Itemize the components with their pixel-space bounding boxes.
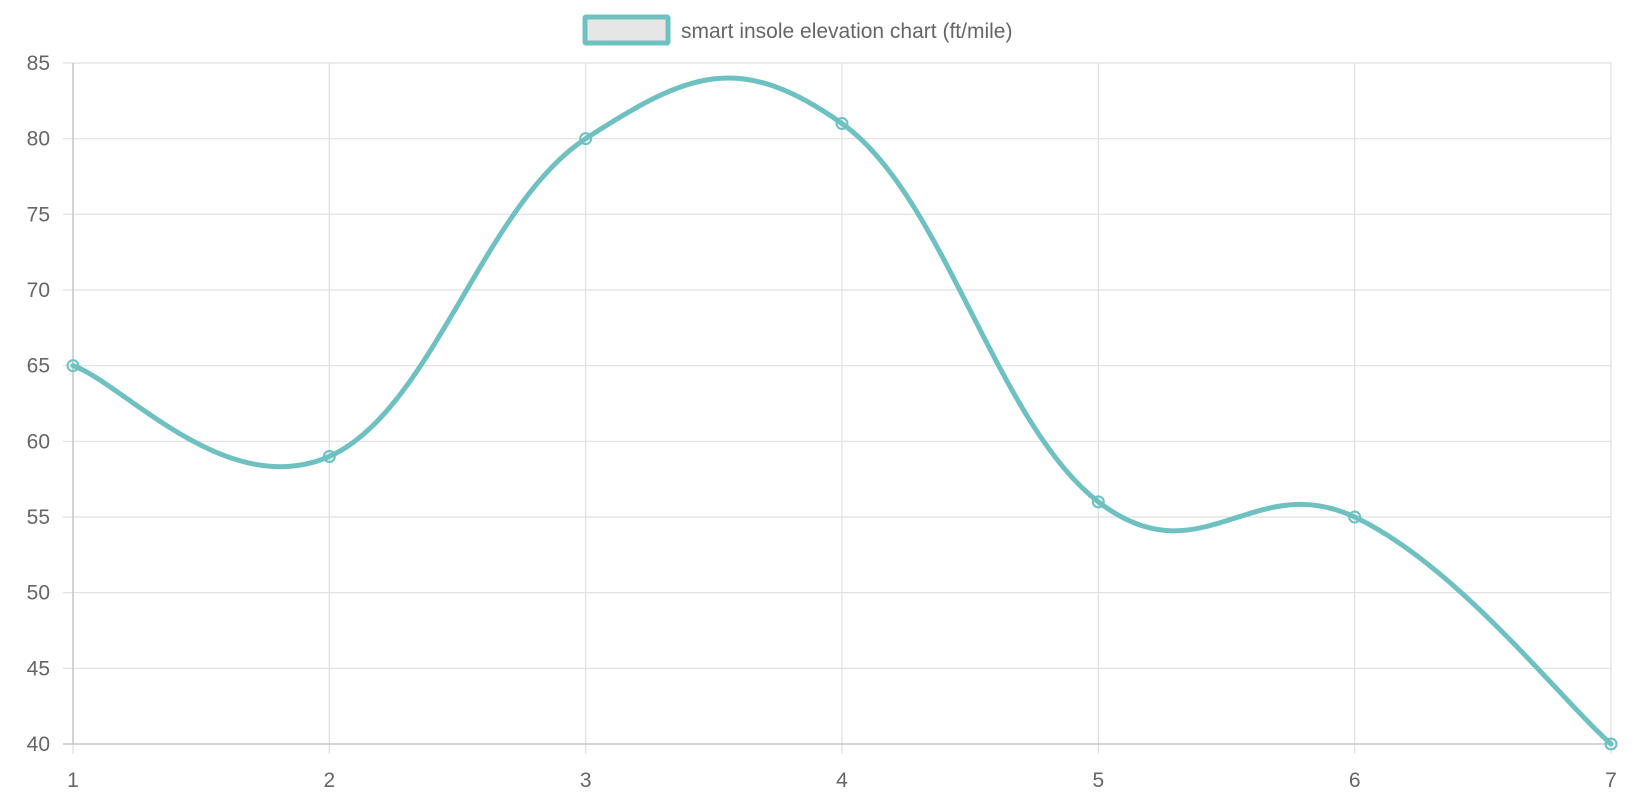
data-point[interactable] xyxy=(1091,495,1105,509)
y-tick-label: 65 xyxy=(27,355,50,378)
y-tick-label: 60 xyxy=(27,430,50,453)
x-tick-label: 2 xyxy=(323,769,335,792)
series-layer xyxy=(66,75,1618,751)
x-tick-label: 6 xyxy=(1349,769,1361,792)
series-line xyxy=(70,75,1614,747)
y-tick-label: 85 xyxy=(27,52,50,75)
x-tick-label: 7 xyxy=(1605,769,1617,792)
x-tick-label: 1 xyxy=(67,769,79,792)
data-point[interactable] xyxy=(66,359,80,373)
y-tick-label: 40 xyxy=(27,733,50,756)
x-tick-label: 3 xyxy=(580,769,592,792)
y-tick-label: 75 xyxy=(27,203,50,226)
y-tick-label: 50 xyxy=(27,582,50,605)
y-tick-label: 80 xyxy=(27,128,50,151)
y-tick-label: 55 xyxy=(27,506,50,529)
data-point[interactable] xyxy=(1604,737,1618,751)
x-tick-label: 5 xyxy=(1092,769,1104,792)
y-tick-label: 45 xyxy=(27,657,50,680)
x-tick-label: 4 xyxy=(836,769,848,792)
axes xyxy=(63,63,1611,745)
data-point[interactable] xyxy=(1348,510,1362,524)
legend-label[interactable]: smart insole elevation chart (ft/mile) xyxy=(681,20,1012,43)
y-tick-label: 70 xyxy=(27,279,50,302)
legend[interactable]: smart insole elevation chart (ft/mile) xyxy=(582,14,1012,46)
data-point[interactable] xyxy=(835,117,849,131)
grid-lines xyxy=(63,62,1612,754)
data-point[interactable] xyxy=(322,449,336,463)
data-point[interactable] xyxy=(579,132,593,146)
legend-swatch[interactable] xyxy=(582,14,671,46)
